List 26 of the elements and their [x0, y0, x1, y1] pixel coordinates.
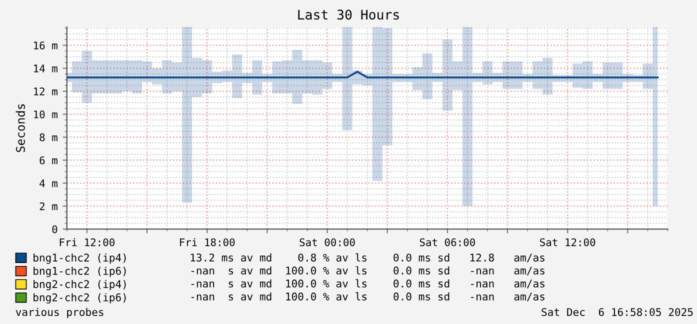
legend-label: bng2-chc2 (ip6) [34, 293, 126, 304]
x-tick-label: Sat 06:00 [420, 238, 475, 246]
x-tick-label: Fri 12:00 [60, 238, 114, 246]
y-tick-label: 0 [52, 225, 58, 234]
y-tick-label: 16 m [34, 42, 58, 50]
y-tick-label: 12 m [34, 87, 58, 96]
text: Sat Dec 6 16:58:05 2025 [542, 308, 693, 316]
y-tick-label: 14 m [34, 64, 58, 72]
legend-label: bng1-chc2 (ip6) [34, 266, 126, 277]
x-tick-label: Sat 00:00 [300, 238, 355, 246]
legend-label: bng1-chc2 (ip4) [34, 253, 126, 264]
y-tick-label: 6 m [40, 156, 58, 164]
y-axis-title: Seconds [16, 104, 25, 152]
x-tick-label: Sat 12:00 [540, 238, 596, 246]
y-tick-label: 4 m [40, 180, 58, 188]
text: 13.2 ms av md 0.8 % av ls 0.0 ms sd 12.8 am/as [190, 253, 544, 262]
y-tick-label: 8 m [40, 133, 58, 142]
text: -nan s av md 100.0 % av ls 0.0 ms sd -nan am/as [191, 292, 544, 302]
legend-label: bng2-chc2 (ip4) [34, 280, 126, 290]
y-tick-label: 2 m [40, 202, 58, 210]
chart-title: Last 30 Hours [298, 10, 399, 20]
text: -nan s av md 100.0 % av ls 0.0 ms sd -nan am/as [191, 266, 544, 276]
text: -nan s av md 100.0 % av ls 0.0 ms sd -nan am/as [191, 279, 544, 288]
x-tick-label: Fri 18:00 [180, 238, 235, 246]
y-tick-label: 10 m [34, 110, 58, 118]
text: various probes [16, 308, 104, 318]
